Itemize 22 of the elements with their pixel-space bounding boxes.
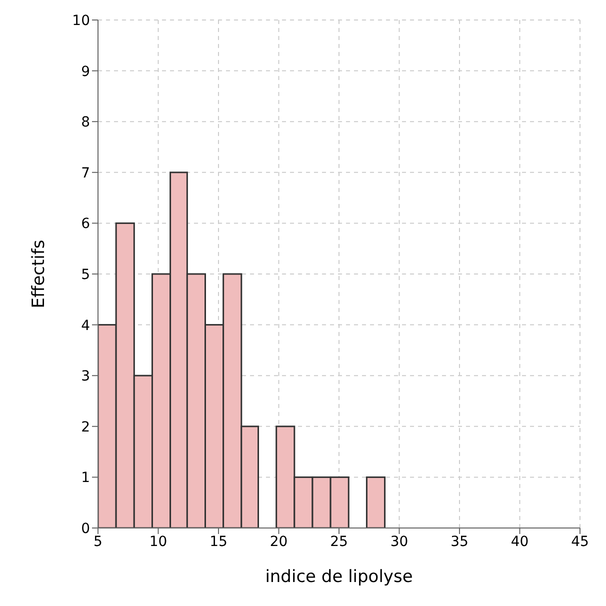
y-tick-label: 8 xyxy=(81,114,90,131)
x-tick-label: 40 xyxy=(510,534,529,550)
x-tick-label: 35 xyxy=(450,534,468,550)
y-tick-label: 4 xyxy=(81,318,90,334)
x-tick-label: 10 xyxy=(149,534,168,550)
y-tick-label: 10 xyxy=(72,12,90,29)
x-tick-label: 25 xyxy=(330,534,348,550)
y-tick-label: 3 xyxy=(81,368,90,385)
x-tick-label: 5 xyxy=(94,534,102,550)
y-tick-label: 2 xyxy=(81,419,90,436)
y-tick-label: 5 xyxy=(81,266,90,283)
y-tick-label: 7 xyxy=(81,165,90,182)
y-tick-label: 1 xyxy=(81,470,90,486)
y-tick-label: 9 xyxy=(81,64,90,80)
y-axis-title: Effectifs xyxy=(29,240,50,308)
y-tick-label: 6 xyxy=(81,216,90,232)
x-tick-label: 20 xyxy=(270,534,288,550)
x-axis-title: indice de lipolyse xyxy=(265,567,413,587)
x-tick-label: 15 xyxy=(210,534,228,550)
x-tick-label: 30 xyxy=(390,534,408,550)
x-tick-label: 45 xyxy=(571,534,589,550)
y-tick-label: 0 xyxy=(81,520,90,537)
